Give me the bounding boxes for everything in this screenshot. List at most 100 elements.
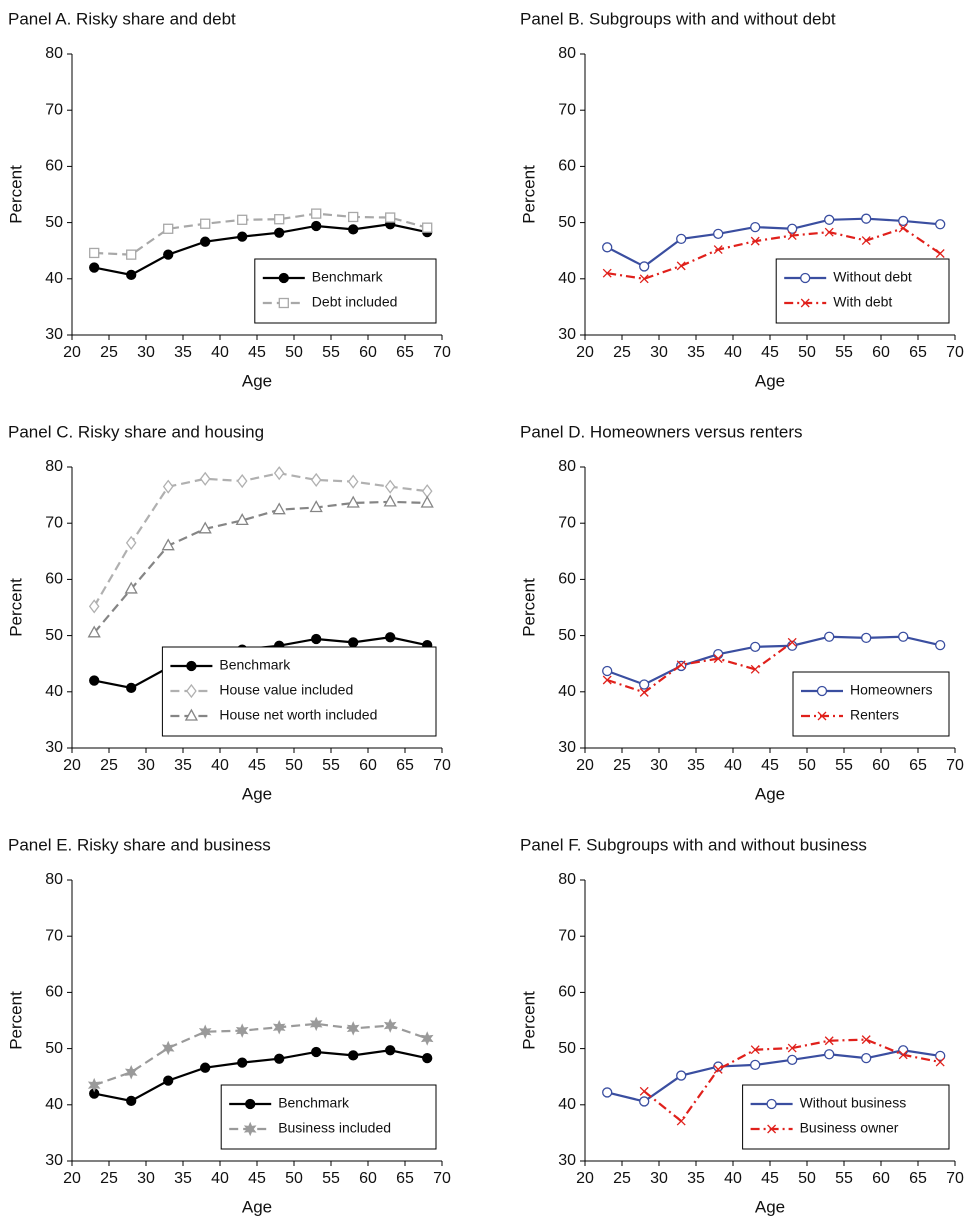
data-point [87, 625, 101, 638]
legend: Homeowners Renters [792, 671, 950, 737]
x-tick-label: 35 [687, 757, 705, 774]
y-axis-label: Percent [519, 991, 538, 1050]
x-axis-label: Age [755, 371, 785, 390]
data-point [787, 223, 798, 234]
x-tick-label: 50 [798, 1170, 816, 1187]
x-tick-label: 20 [576, 757, 594, 774]
data-point [311, 208, 322, 219]
data-point [124, 1064, 138, 1080]
legend-marker [278, 297, 289, 309]
data-point [348, 637, 359, 648]
data-point [602, 268, 612, 278]
x-tick-label: 65 [396, 1170, 414, 1187]
data-point [126, 682, 137, 694]
data-point [676, 1116, 686, 1126]
x-tick-label: 55 [322, 344, 340, 361]
series-line [606, 1049, 941, 1103]
data-point [163, 1075, 174, 1086]
y-tick-label: 60 [558, 984, 576, 1001]
y-tick-label: 70 [558, 927, 576, 944]
x-tick-label: 50 [285, 757, 303, 774]
data-point [898, 1050, 908, 1060]
legend-marker [766, 1098, 777, 1110]
y-tick-label: 30 [558, 739, 576, 756]
legend-marker [817, 711, 827, 721]
legend-marker [184, 708, 198, 721]
x-tick-label: 45 [761, 757, 779, 774]
data-point [676, 1070, 687, 1081]
legend-label: With debt [833, 294, 892, 310]
y-tick-label: 80 [45, 871, 63, 888]
x-tick-label: 25 [100, 757, 118, 774]
x-tick-label: 40 [724, 757, 742, 774]
y-tick-label: 30 [558, 326, 576, 343]
data-point [861, 236, 871, 246]
legend-box [792, 671, 950, 737]
y-tick-label: 60 [558, 158, 576, 175]
x-tick-label: 30 [650, 1170, 668, 1187]
data-point [89, 247, 100, 259]
data-point [713, 1064, 723, 1074]
data-point [787, 231, 797, 240]
data-point [161, 538, 175, 551]
y-tick-label: 60 [45, 158, 63, 175]
data-point [824, 631, 835, 642]
legend-label: House net worth included [219, 707, 377, 723]
panel-title: Panel F. Subgroups with and without busi… [520, 835, 867, 854]
legend-label: Benchmark [219, 657, 291, 673]
data-point [311, 220, 322, 232]
data-point [385, 212, 396, 223]
x-tick-label: 35 [174, 1170, 192, 1187]
series-line [93, 472, 428, 607]
data-point [237, 214, 248, 225]
x-tick-label: 25 [613, 1170, 631, 1187]
x-tick-label: 35 [687, 1170, 705, 1187]
legend-label: Without business [800, 1095, 907, 1111]
data-point [639, 261, 650, 272]
data-point [198, 1024, 212, 1040]
y-tick-label: 40 [45, 270, 63, 287]
panel-title: Panel C. Risky share and housing [8, 422, 264, 441]
x-axis-label: Age [242, 1197, 272, 1216]
x-tick-label: 30 [137, 757, 155, 774]
x-tick-label: 70 [946, 1170, 964, 1187]
x-tick-label: 30 [650, 757, 668, 774]
x-tick-label: 20 [576, 344, 594, 361]
x-tick-label: 25 [100, 1170, 118, 1187]
series-line [606, 641, 793, 694]
legend-label: Without debt [833, 269, 912, 285]
data-point [348, 1050, 359, 1061]
data-point [787, 637, 797, 647]
data-point [898, 631, 909, 642]
data-point [346, 1021, 360, 1036]
data-point [235, 1023, 249, 1038]
x-tick-label: 20 [576, 1170, 594, 1187]
x-tick-label: 50 [798, 344, 816, 361]
y-tick-label: 70 [558, 101, 576, 118]
x-tick-label: 40 [724, 1170, 742, 1187]
x-tick-label: 45 [248, 344, 266, 361]
data-point [602, 242, 613, 253]
data-point [125, 535, 137, 550]
x-tick-label: 40 [724, 344, 742, 361]
data-point [273, 466, 285, 481]
y-tick-label: 60 [45, 984, 63, 1001]
x-axis-label: Age [242, 784, 272, 803]
data-point [88, 599, 100, 614]
data-point [162, 479, 174, 494]
data-point [383, 1018, 397, 1033]
y-tick-label: 30 [45, 739, 63, 756]
data-point [824, 214, 835, 225]
x-tick-label: 70 [433, 1170, 451, 1187]
legend-label: Homeowners [850, 682, 932, 698]
y-tick-label: 40 [45, 683, 63, 700]
x-tick-label: 65 [396, 757, 414, 774]
data-point [602, 675, 612, 685]
series-line [93, 1022, 428, 1087]
data-point [639, 274, 649, 284]
data-point [421, 484, 433, 499]
data-point [235, 513, 249, 526]
x-tick-label: 20 [63, 1170, 81, 1187]
data-point [713, 648, 724, 660]
x-tick-label: 65 [909, 1170, 927, 1187]
